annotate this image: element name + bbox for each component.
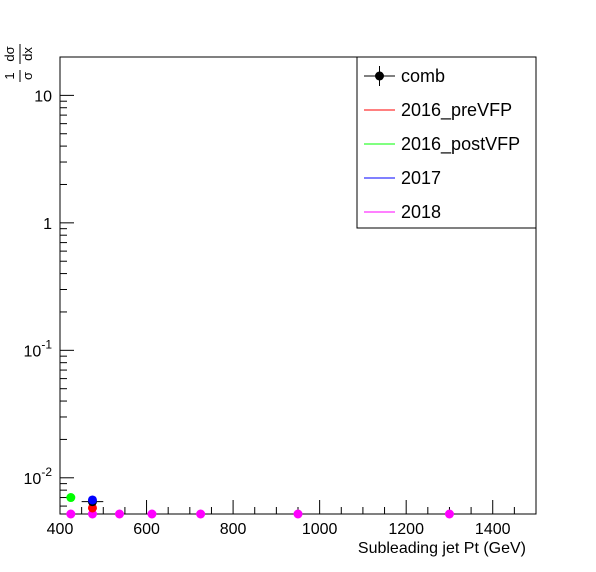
x-tick-label: 1000 xyxy=(302,521,338,538)
legend-entry-comb: comb xyxy=(364,66,445,86)
point-2018 xyxy=(444,509,454,519)
y-tick-label: 1 xyxy=(43,216,52,233)
y-tick-label: 10-2 xyxy=(24,465,53,488)
legend-label: 2018 xyxy=(401,202,441,222)
x-tick-labels: 400 600 800 1000 1200 1400 xyxy=(47,521,511,538)
legend: comb 2016_preVFP 2016_postVFP 2017 2018 xyxy=(356,56,537,229)
legend-label: 2016_postVFP xyxy=(401,134,520,155)
point-2016_postVFP xyxy=(66,493,76,503)
point-2018 xyxy=(196,509,206,519)
x-axis-label: Subleading jet Pt (GeV) xyxy=(358,540,526,557)
legend-entry-2016_postVFP: 2016_postVFP xyxy=(364,134,520,155)
y-label-num: dσ xyxy=(2,46,17,61)
y-tick-labels: 10-2 10-1 1 10 xyxy=(24,88,53,487)
legend-label: 2017 xyxy=(401,168,441,188)
legend-label: comb xyxy=(401,66,445,86)
point-2018 xyxy=(115,509,124,519)
point-2016_preVFP xyxy=(87,503,97,513)
legend-entry-2017: 2017 xyxy=(364,168,441,188)
point-2018 xyxy=(147,509,157,519)
legend-box xyxy=(356,56,537,229)
y-label-prefix-den: σ xyxy=(20,72,35,80)
legend-entry-2016_preVFP: 2016_preVFP xyxy=(364,100,512,121)
legend-label: 2016_preVFP xyxy=(401,100,512,121)
x-tick-label: 1200 xyxy=(388,521,424,538)
y-label-prefix-num: 1 xyxy=(2,72,17,79)
legend-entry-2018: 2018 xyxy=(364,202,441,222)
x-tick-label: 1400 xyxy=(475,521,511,538)
y-tick-label: 10-1 xyxy=(24,337,53,360)
y-tick-label: 10 xyxy=(34,88,52,105)
point-2018 xyxy=(293,509,303,519)
data-marks xyxy=(66,493,454,519)
point-2018 xyxy=(66,509,76,519)
legend-marker xyxy=(375,71,384,81)
x-tick-label: 600 xyxy=(133,521,160,538)
y-label-den: dx xyxy=(20,47,35,61)
x-tick-label: 400 xyxy=(47,521,74,538)
x-tick-label: 800 xyxy=(220,521,247,538)
y-axis-label: 1 σ dσ dx xyxy=(2,44,35,82)
point-2017 xyxy=(87,495,97,505)
